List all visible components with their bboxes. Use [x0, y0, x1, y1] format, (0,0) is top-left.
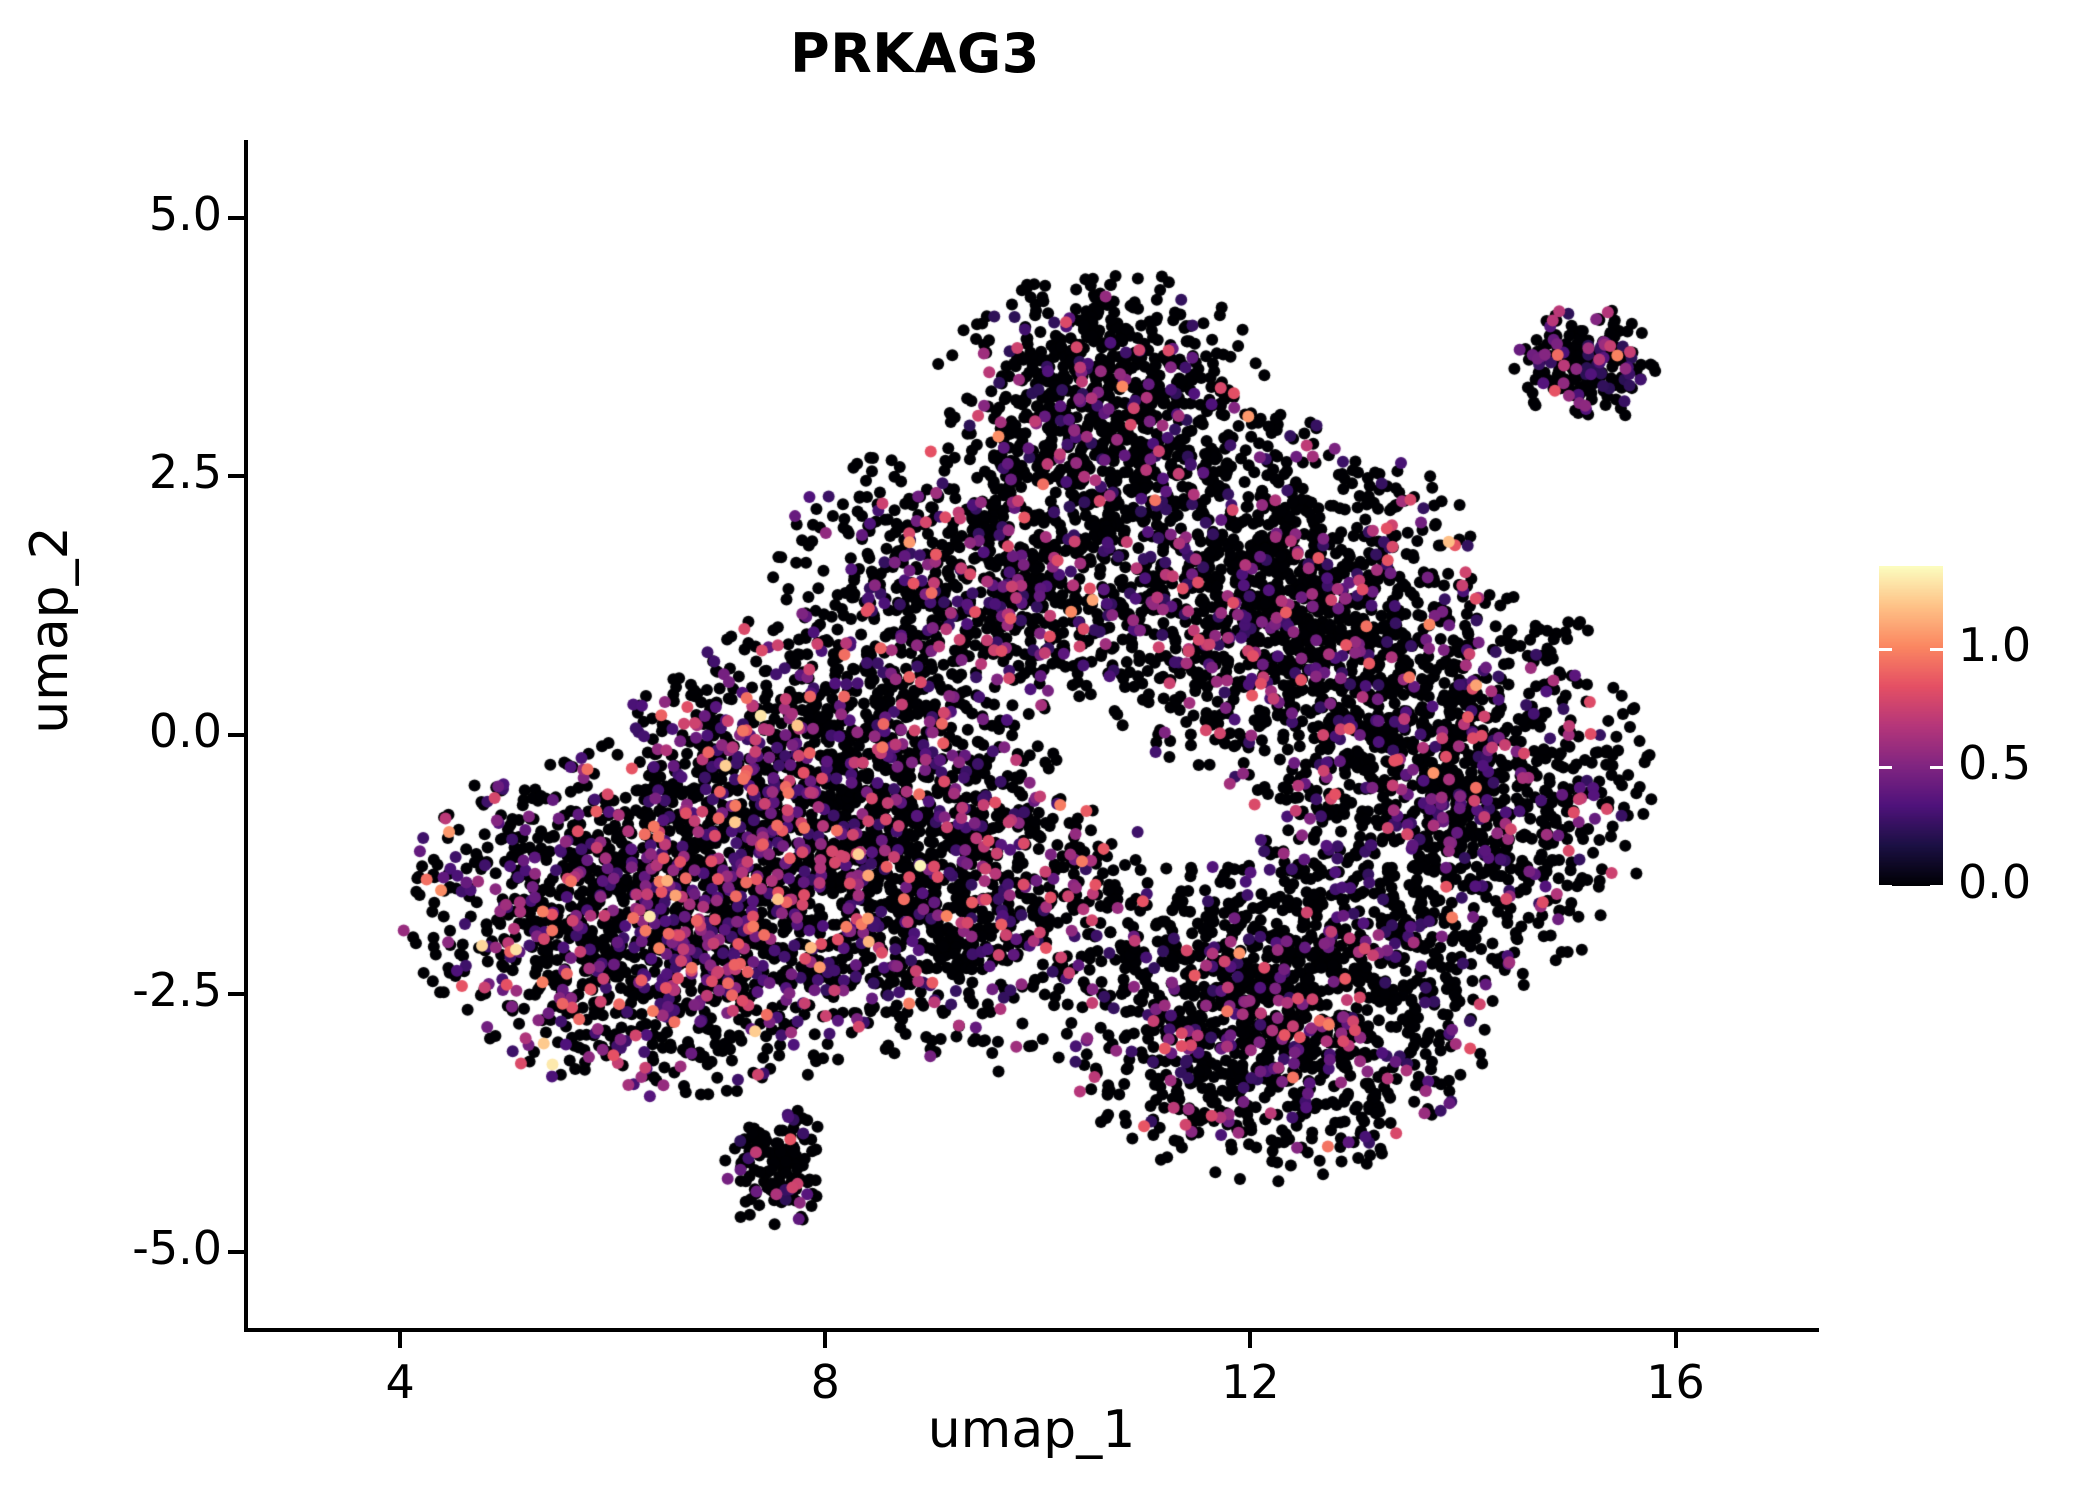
- y-tick-mark: [228, 1250, 245, 1255]
- y-axis-label: umap_2: [20, 526, 80, 734]
- colorbar-tick-mark: [1879, 885, 1892, 888]
- y-tick-label: -2.5: [132, 962, 222, 1017]
- x-tick-label: 12: [1221, 1355, 1280, 1409]
- scatter-plot-canvas[interactable]: [246, 140, 1819, 1330]
- y-tick-label: 2.5: [148, 445, 222, 500]
- colorbar[interactable]: [1879, 566, 1943, 888]
- x-tick-label: 4: [385, 1355, 415, 1409]
- colorbar-tick-mark: [1930, 647, 1943, 651]
- colorbar-tick-mark: [1879, 647, 1892, 651]
- y-tick-label: -5.0: [132, 1221, 222, 1276]
- y-tick-mark: [228, 215, 245, 220]
- colorbar-tick-mark: [1930, 885, 1943, 888]
- x-tick-mark: [398, 1331, 403, 1348]
- x-axis-label: umap_1: [927, 1400, 1136, 1460]
- y-axis-spine: [244, 140, 248, 1332]
- colorbar-tick-mark: [1930, 766, 1943, 770]
- colorbar-tick-label: 1.0: [1958, 617, 2032, 672]
- y-tick-mark: [228, 733, 245, 737]
- x-tick-mark: [1673, 1331, 1678, 1348]
- y-tick-mark: [228, 991, 245, 996]
- colorbar-tick-label: 0.5: [1958, 736, 2032, 791]
- colorbar-tick-mark: [1879, 766, 1892, 770]
- x-tick-label: 16: [1646, 1355, 1705, 1409]
- y-tick-label: 5.0: [148, 186, 222, 241]
- colorbar-tick-label: 0.0: [1958, 855, 2032, 909]
- y-tick-mark: [228, 474, 245, 479]
- colorbar-gradient: [1879, 566, 1943, 886]
- x-axis-spine: [244, 1328, 1819, 1332]
- x-tick-label: 8: [810, 1355, 840, 1409]
- y-tick-label: 0.0: [148, 704, 222, 758]
- x-tick-mark: [823, 1331, 828, 1348]
- x-tick-mark: [1248, 1331, 1253, 1348]
- page-title: PRKAG3: [790, 22, 1040, 85]
